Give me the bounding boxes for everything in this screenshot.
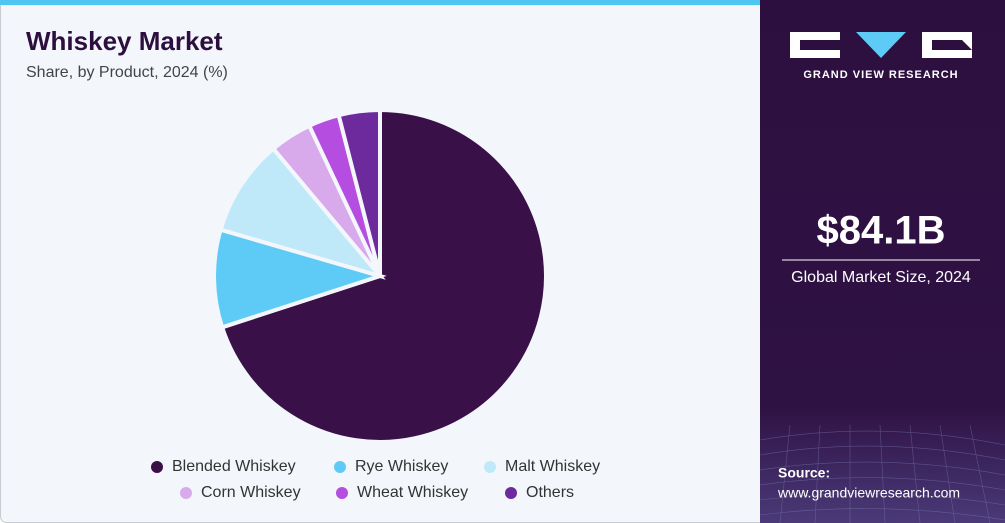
legend-label: Rye Whiskey xyxy=(355,458,448,475)
legend-label: Others xyxy=(526,484,574,501)
legend-label: Malt Whiskey xyxy=(505,458,600,475)
brand: GRAND VIEW RESEARCH xyxy=(803,69,958,81)
legend-swatch xyxy=(151,461,163,473)
market-size-label-box: Global Market Size, 2024 xyxy=(791,269,971,286)
legend-label: Wheat Whiskey xyxy=(357,484,468,501)
legend-swatch xyxy=(180,487,192,499)
legend-label: Corn Whiskey xyxy=(201,484,301,501)
legend-swatch xyxy=(334,461,346,473)
legend-label: Blended Whiskey xyxy=(172,458,296,475)
legend-swatch xyxy=(484,461,496,473)
chart-subtitle: Share, by Product, 2024 (%) xyxy=(26,64,228,81)
logo xyxy=(790,32,972,58)
top-bar xyxy=(0,0,760,5)
legend-swatch xyxy=(505,487,517,499)
legend-swatch xyxy=(336,487,348,499)
market-size-label: Global Market Size, 2024 xyxy=(791,269,971,286)
wave-pattern xyxy=(759,424,1005,523)
pie-slice xyxy=(212,227,387,330)
pie-slice xyxy=(218,145,386,280)
side-panel xyxy=(760,0,1005,523)
source-url: www.grandviewresearch.com xyxy=(777,485,960,501)
market-size: $84.1B xyxy=(817,209,946,253)
pie-slice xyxy=(336,107,382,277)
chart-title: Whiskey Market xyxy=(26,26,223,56)
source-label: Source: xyxy=(778,465,830,481)
